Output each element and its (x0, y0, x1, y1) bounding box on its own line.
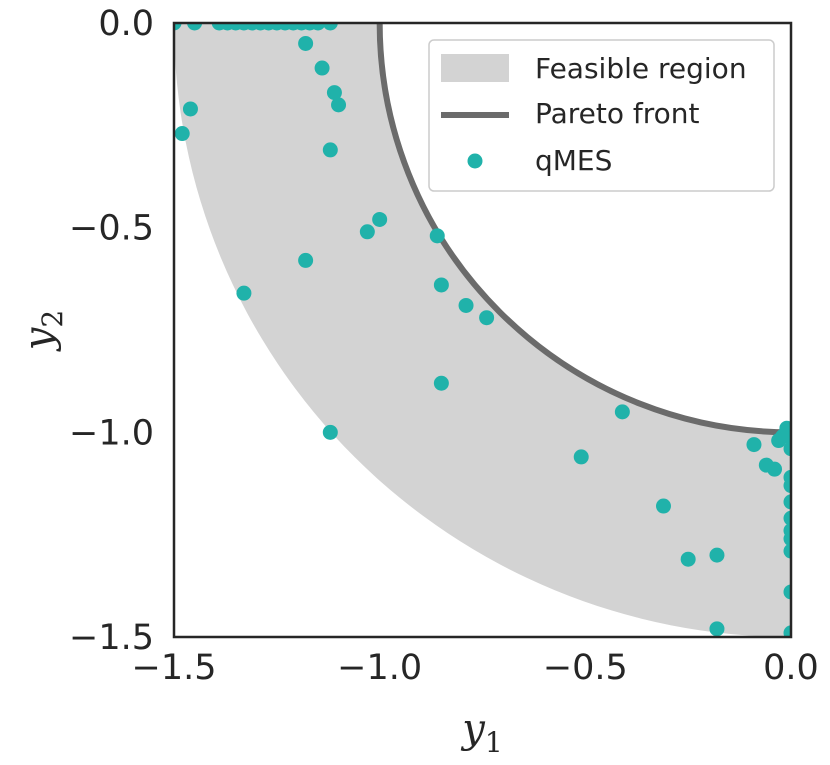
scatter-point (573, 449, 589, 465)
scatter-point (783, 510, 791, 526)
scatter-point (372, 211, 388, 227)
scatter-point (326, 85, 342, 101)
legend-label-qmes: qMES (535, 144, 612, 177)
scatter-point (783, 494, 791, 510)
y-axis-label-sub: 2 (36, 310, 69, 328)
scatter-point (709, 621, 725, 637)
scatter-point (433, 277, 449, 293)
x-tick-label: −0.5 (543, 648, 628, 688)
scatter-point (746, 437, 762, 453)
scatter-point (174, 126, 190, 142)
scatter-point (322, 142, 338, 158)
x-tick-label: 0.0 (763, 648, 819, 688)
scatter-point (479, 310, 495, 326)
scatter-point (322, 424, 338, 440)
scatter-point (783, 441, 791, 457)
scatter-point (783, 543, 791, 559)
scatter-point (783, 584, 791, 600)
scatter-point (322, 23, 338, 31)
y-axis-label: y2 (16, 310, 69, 352)
scatter-point (236, 285, 252, 301)
scatter-point (783, 625, 791, 637)
scatter-point (298, 252, 314, 268)
scatter-point (182, 101, 198, 117)
scatter-point (783, 428, 791, 444)
scatter-point (359, 224, 375, 240)
scatter-point (458, 297, 474, 313)
scatter-point (429, 228, 445, 244)
x-tick-label: −1.0 (337, 648, 422, 688)
y-axis-label-main: y (16, 326, 62, 352)
legend-box (428, 39, 775, 192)
y-tick-label: −1.0 (69, 413, 154, 453)
y-tick-label: −0.5 (69, 209, 154, 249)
legend-swatch-qmes (467, 153, 483, 169)
scatter-point (614, 404, 630, 420)
scatter-point (767, 461, 783, 477)
scatter-point (298, 35, 314, 51)
scatter-point (783, 478, 791, 494)
y-tick-label: −1.5 (69, 618, 154, 658)
legend-label-pareto-front: Pareto front (535, 97, 700, 130)
axes-frame (172, 21, 793, 639)
scatter-point (187, 23, 203, 31)
scatter-point (680, 551, 696, 567)
scatter-point (783, 531, 791, 547)
legend-label-feasible-region: Feasible region (535, 52, 747, 85)
x-axis-label: y1 (460, 706, 502, 759)
scatter-point (310, 23, 326, 31)
x-axis-label-sub: 1 (485, 726, 503, 759)
y-tick-label: 0.0 (98, 4, 154, 44)
legend: Feasible region Pareto front qMES (428, 39, 775, 192)
pareto-front-line (376, 23, 791, 436)
scatter-point (655, 498, 671, 514)
x-axis-label-main: y (460, 706, 486, 752)
feasible-region (174, 23, 791, 637)
scatter-point (331, 97, 347, 113)
x-tick-label: −1.5 (132, 648, 217, 688)
scatter-point (709, 547, 725, 563)
plot-area (174, 23, 791, 637)
scatter-point (433, 375, 449, 391)
scatter-point (314, 60, 330, 76)
legend-swatch-feasible-region (441, 54, 509, 82)
scatter-point (174, 23, 182, 31)
